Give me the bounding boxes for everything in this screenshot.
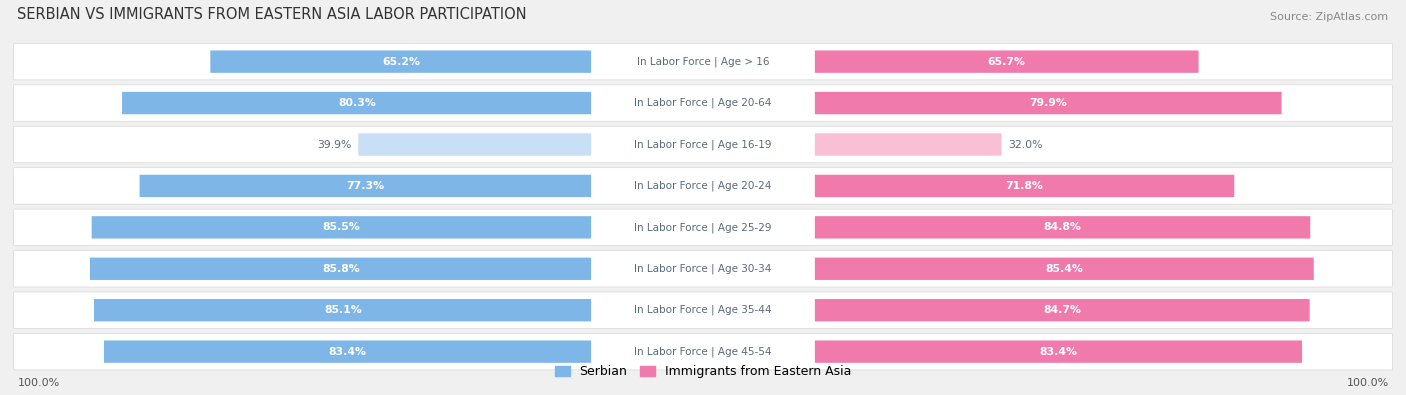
FancyBboxPatch shape — [90, 258, 592, 280]
Text: 77.3%: 77.3% — [347, 181, 385, 191]
Text: In Labor Force | Age 30-34: In Labor Force | Age 30-34 — [634, 263, 772, 274]
FancyBboxPatch shape — [14, 85, 1392, 121]
FancyBboxPatch shape — [814, 216, 1310, 239]
Text: SERBIAN VS IMMIGRANTS FROM EASTERN ASIA LABOR PARTICIPATION: SERBIAN VS IMMIGRANTS FROM EASTERN ASIA … — [17, 7, 527, 22]
FancyBboxPatch shape — [591, 131, 815, 158]
FancyBboxPatch shape — [814, 92, 1282, 114]
Text: 83.4%: 83.4% — [1039, 347, 1077, 357]
FancyBboxPatch shape — [122, 92, 592, 114]
FancyBboxPatch shape — [814, 51, 1198, 73]
Legend: Serbian, Immigrants from Eastern Asia: Serbian, Immigrants from Eastern Asia — [551, 362, 855, 382]
Text: In Labor Force | Age 25-29: In Labor Force | Age 25-29 — [634, 222, 772, 233]
FancyBboxPatch shape — [814, 258, 1313, 280]
FancyBboxPatch shape — [814, 340, 1302, 363]
FancyBboxPatch shape — [591, 214, 815, 241]
FancyBboxPatch shape — [211, 51, 592, 73]
FancyBboxPatch shape — [14, 209, 1392, 246]
FancyBboxPatch shape — [94, 299, 592, 322]
Text: 65.7%: 65.7% — [987, 56, 1025, 67]
Text: 100.0%: 100.0% — [1347, 378, 1389, 388]
Text: 85.8%: 85.8% — [322, 264, 360, 274]
FancyBboxPatch shape — [14, 292, 1392, 328]
Text: 83.4%: 83.4% — [329, 347, 367, 357]
Text: 100.0%: 100.0% — [17, 378, 59, 388]
Text: In Labor Force | Age 35-44: In Labor Force | Age 35-44 — [634, 305, 772, 316]
Text: In Labor Force | Age 20-24: In Labor Force | Age 20-24 — [634, 181, 772, 191]
Text: 85.4%: 85.4% — [1045, 264, 1083, 274]
Text: 32.0%: 32.0% — [1008, 139, 1043, 149]
FancyBboxPatch shape — [14, 43, 1392, 80]
FancyBboxPatch shape — [91, 216, 592, 239]
Text: In Labor Force | Age 16-19: In Labor Force | Age 16-19 — [634, 139, 772, 150]
Text: 84.8%: 84.8% — [1043, 222, 1081, 232]
Text: 79.9%: 79.9% — [1029, 98, 1067, 108]
FancyBboxPatch shape — [359, 134, 592, 156]
Text: Source: ZipAtlas.com: Source: ZipAtlas.com — [1271, 12, 1389, 22]
FancyBboxPatch shape — [591, 172, 815, 199]
FancyBboxPatch shape — [104, 340, 592, 363]
Text: 84.7%: 84.7% — [1043, 305, 1081, 315]
Text: 39.9%: 39.9% — [316, 139, 352, 149]
FancyBboxPatch shape — [14, 333, 1392, 370]
FancyBboxPatch shape — [814, 175, 1234, 197]
FancyBboxPatch shape — [14, 126, 1392, 163]
Text: In Labor Force | Age > 16: In Labor Force | Age > 16 — [637, 56, 769, 67]
FancyBboxPatch shape — [591, 48, 815, 75]
FancyBboxPatch shape — [139, 175, 592, 197]
FancyBboxPatch shape — [591, 338, 815, 365]
FancyBboxPatch shape — [591, 255, 815, 282]
Text: In Labor Force | Age 45-54: In Labor Force | Age 45-54 — [634, 346, 772, 357]
Text: 85.5%: 85.5% — [323, 222, 360, 232]
FancyBboxPatch shape — [14, 250, 1392, 287]
Text: 80.3%: 80.3% — [337, 98, 375, 108]
FancyBboxPatch shape — [591, 89, 815, 117]
FancyBboxPatch shape — [591, 297, 815, 324]
FancyBboxPatch shape — [814, 134, 1001, 156]
Text: 85.1%: 85.1% — [323, 305, 361, 315]
Text: In Labor Force | Age 20-64: In Labor Force | Age 20-64 — [634, 98, 772, 108]
Text: 71.8%: 71.8% — [1005, 181, 1043, 191]
Text: 65.2%: 65.2% — [382, 56, 420, 67]
FancyBboxPatch shape — [14, 168, 1392, 204]
FancyBboxPatch shape — [814, 299, 1309, 322]
